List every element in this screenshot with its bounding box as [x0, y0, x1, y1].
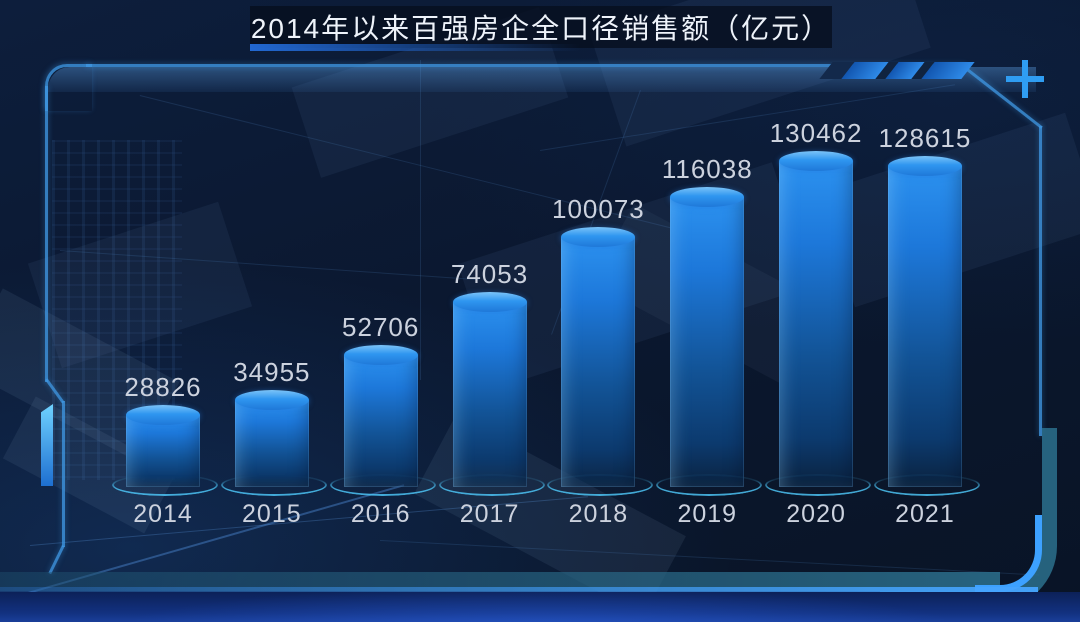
plus-icon[interactable] — [1006, 60, 1044, 98]
panel-frame-right — [1039, 126, 1042, 436]
bar-top-ellipse — [126, 404, 200, 425]
bar-value-label: 34955 — [233, 356, 311, 387]
panel-frame-top — [86, 64, 966, 67]
bar-cylinder — [126, 414, 200, 487]
title-band: 2014年以来百强房企全口径销售额（亿元） — [250, 6, 832, 51]
bar-base-ring — [873, 474, 980, 496]
bottom-edge-highlight — [0, 587, 1038, 592]
bottom-band-teal — [0, 572, 1000, 591]
bar-cylinder — [452, 301, 527, 487]
year-label: 2021 — [895, 500, 955, 528]
bar-base-ring — [220, 474, 327, 496]
bar-top-ellipse — [234, 389, 309, 410]
bar-top-ellipse — [779, 150, 854, 171]
bar-cylinder — [779, 160, 854, 487]
bar-top-ellipse — [670, 186, 745, 207]
year-label: 2019 — [677, 500, 738, 528]
year-label: 2014 — [133, 500, 193, 528]
bar-value-label: 130462 — [769, 117, 863, 148]
bar-base-ring — [547, 474, 654, 496]
bar-top-ellipse — [343, 345, 418, 366]
bar-cylinder — [670, 196, 745, 487]
bar-top-ellipse — [452, 291, 527, 312]
year-label: 2016 — [350, 500, 411, 528]
bar-base-ring — [329, 474, 436, 496]
panel-frame-left — [45, 86, 48, 382]
bar-value-label: 28826 — [124, 371, 202, 402]
year-label: 2015 — [242, 500, 302, 528]
bar-cylinder — [561, 236, 636, 487]
bar-base-ring — [765, 474, 872, 496]
bar-cylinder — [234, 399, 309, 487]
bar-value-label: 116038 — [661, 153, 753, 184]
bar-value-label: 74053 — [450, 258, 529, 289]
bar-top-ellipse — [561, 226, 636, 247]
frame-accent-bar — [41, 404, 53, 486]
grid-line — [420, 60, 421, 380]
bar-value-label: 52706 — [342, 312, 420, 343]
bar-cylinder — [343, 355, 418, 487]
bar-top-ellipse — [887, 155, 962, 176]
panel-frame-left — [62, 401, 65, 547]
bar-base-ring — [112, 474, 218, 496]
bar-base-ring — [438, 474, 545, 496]
bar-value-label: 100073 — [552, 193, 645, 224]
year-label: 2017 — [459, 500, 520, 528]
year-label: 2020 — [786, 500, 846, 528]
bar-cylinder — [887, 165, 962, 487]
year-label: 2018 — [568, 500, 629, 528]
bar-value-label: 128615 — [878, 122, 972, 153]
chart-title: 2014年以来百强房企全口径销售额（亿元） — [250, 13, 832, 44]
bar-base-ring — [656, 474, 763, 496]
footer-band — [0, 592, 1080, 622]
